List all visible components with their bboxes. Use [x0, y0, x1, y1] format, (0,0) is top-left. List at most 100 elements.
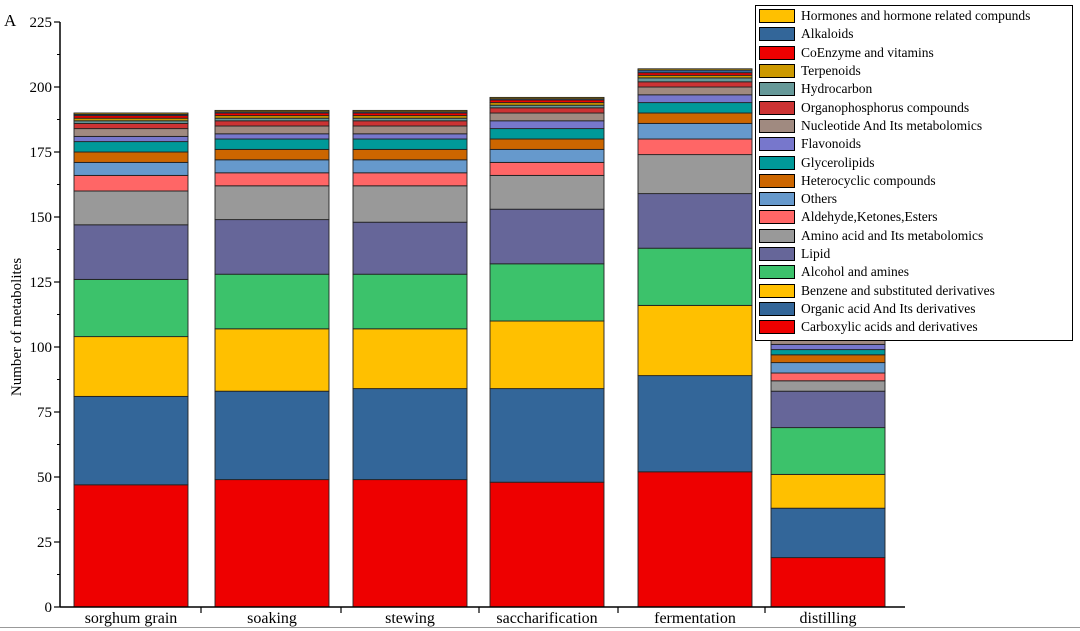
- legend-swatch: [759, 320, 795, 335]
- bar-segment: [352, 388, 468, 481]
- legend-item: Carboxylic acids and derivatives: [756, 318, 1072, 336]
- legend-label: Organophosphorus compounds: [801, 99, 970, 115]
- bar-segment: [489, 174, 605, 210]
- legend-item: Hydrocarbon: [756, 80, 1072, 98]
- legend-label: Terpenoids: [801, 63, 861, 79]
- y-tick-label: 25: [37, 535, 52, 551]
- bar-segment: [214, 328, 330, 392]
- legend-item: Flavonoids: [756, 135, 1072, 153]
- bar-segment: [214, 125, 330, 135]
- y-tick-label: 75: [37, 405, 52, 421]
- bar-segment: [637, 81, 753, 88]
- legend-item: Nucleotide And Its metabolomics: [756, 117, 1072, 135]
- legend-item: Heterocyclic compounds: [756, 172, 1072, 190]
- legend-label: Alcohol and amines: [801, 264, 909, 280]
- legend-swatch: [759, 100, 795, 115]
- legend-label: Glycerolipids: [801, 154, 875, 170]
- bar-segment: [637, 247, 753, 306]
- bar-segment: [770, 507, 886, 559]
- x-tick-label: fermentation: [654, 610, 736, 627]
- bar-segment: [489, 112, 605, 122]
- bar-segment: [352, 172, 468, 187]
- legend-item: Terpenoids: [756, 62, 1072, 80]
- bar-segment: [73, 112, 189, 115]
- bar-segment: [770, 343, 886, 351]
- legend-item: Benzene and substituted derivatives: [756, 281, 1072, 299]
- bar-segment: [214, 148, 330, 161]
- bar-segment: [770, 362, 886, 374]
- bar-segment: [489, 208, 605, 265]
- bar-segment: [489, 138, 605, 150]
- bar-segment: [352, 159, 468, 174]
- bar-segment: [73, 190, 189, 226]
- bar-segment: [214, 133, 330, 140]
- legend-item: Lipid: [756, 245, 1072, 263]
- bar-segment: [489, 96, 605, 100]
- bar-segment: [770, 372, 886, 382]
- bar-segment: [637, 154, 753, 195]
- legend-swatch: [759, 283, 795, 298]
- legend-label: Hydrocarbon: [801, 81, 873, 97]
- legend-swatch: [759, 155, 795, 170]
- legend-item: Hormones and hormone related compunds: [756, 7, 1072, 25]
- bar-segment: [770, 349, 886, 356]
- bar-segment: [637, 112, 753, 124]
- bar-segment: [637, 94, 753, 104]
- bar-segment: [214, 185, 330, 221]
- bar-segment: [73, 135, 189, 143]
- legend-label: Carboxylic acids and derivatives: [801, 319, 978, 335]
- axes-layer: 0 25 50 75 100 125 150 175 200 225 sorghum grain so…: [30, 15, 905, 627]
- legend-swatch: [759, 9, 795, 24]
- panel-label: A: [4, 11, 17, 30]
- bar-segment: [352, 148, 468, 161]
- bar-segment: [352, 109, 468, 113]
- legend-label: Aldehyde,Ketones,Esters: [801, 209, 938, 225]
- bar-segment: [73, 128, 189, 137]
- bar-segment: [73, 336, 189, 397]
- bar-segment: [770, 427, 886, 475]
- legend-item: Amino acid and Its metabolomics: [756, 227, 1072, 245]
- bar-segment: [214, 159, 330, 174]
- bar-segment: [770, 354, 886, 364]
- legend-swatch: [759, 82, 795, 97]
- bar-segment: [489, 107, 605, 114]
- bar-segment: [770, 390, 886, 429]
- legend-swatch: [759, 301, 795, 316]
- legend-swatch: [759, 173, 795, 188]
- y-tick-label: 100: [30, 340, 53, 356]
- bar-segment: [637, 375, 753, 473]
- legend-item: CoEnzyme and vitamins: [756, 44, 1072, 62]
- y-tick-label: 200: [30, 80, 53, 96]
- legend-swatch: [759, 45, 795, 60]
- bar-segment: [214, 390, 330, 481]
- bar-segment: [637, 102, 753, 114]
- legend-item: Alcohol and amines: [756, 263, 1072, 281]
- legend-label: Nucleotide And Its metabolomics: [801, 117, 983, 133]
- bar-segment: [73, 141, 189, 153]
- legend-swatch: [759, 118, 795, 133]
- legend-swatch: [759, 265, 795, 280]
- legend-label: Heterocyclic compounds: [801, 172, 936, 188]
- x-tick-label: saccharification: [496, 610, 597, 627]
- bar-segment: [352, 138, 468, 150]
- bar-segment: [73, 224, 189, 280]
- legend-swatch: [759, 137, 795, 152]
- bar-segment: [73, 161, 189, 176]
- legend-label: Flavonoids: [801, 136, 862, 152]
- x-tick-label: soaking: [247, 610, 297, 627]
- bar-segment: [214, 273, 330, 330]
- legend-item: Organic acid And Its derivatives: [756, 300, 1072, 318]
- bar-segment: [73, 484, 189, 608]
- x-tick-label: sorghum grain: [85, 610, 178, 627]
- legend-label: Others: [801, 191, 837, 207]
- legend-label: CoEnzyme and vitamins: [801, 44, 934, 60]
- legend-label: Alkaloids: [801, 26, 854, 42]
- legend-item: Aldehyde,Ketones,Esters: [756, 208, 1072, 226]
- bar-segment: [637, 86, 753, 96]
- bar-segment: [489, 320, 605, 390]
- bar-segment: [489, 148, 605, 163]
- y-tick-label: 175: [30, 145, 53, 161]
- bar-segment: [352, 221, 468, 275]
- bar-segment: [73, 174, 189, 192]
- bar-segment: [214, 172, 330, 187]
